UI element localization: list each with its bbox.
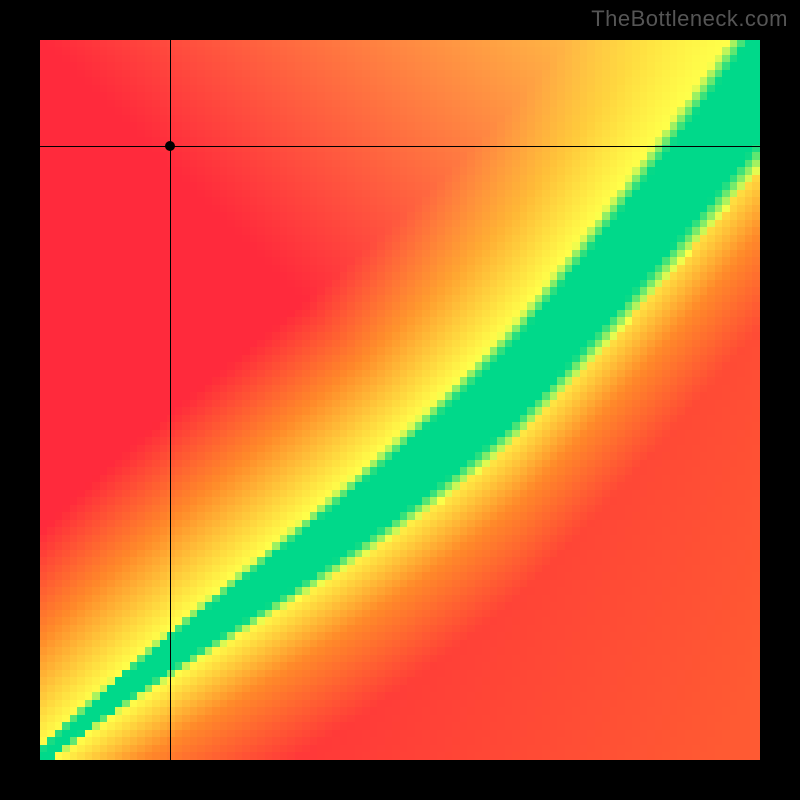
heatmap-plot [40,40,760,760]
crosshair-horizontal [40,146,760,147]
watermark-text: TheBottleneck.com [591,6,788,32]
chart-frame: TheBottleneck.com [0,0,800,800]
heatmap-canvas [40,40,760,760]
crosshair-marker [165,141,175,151]
